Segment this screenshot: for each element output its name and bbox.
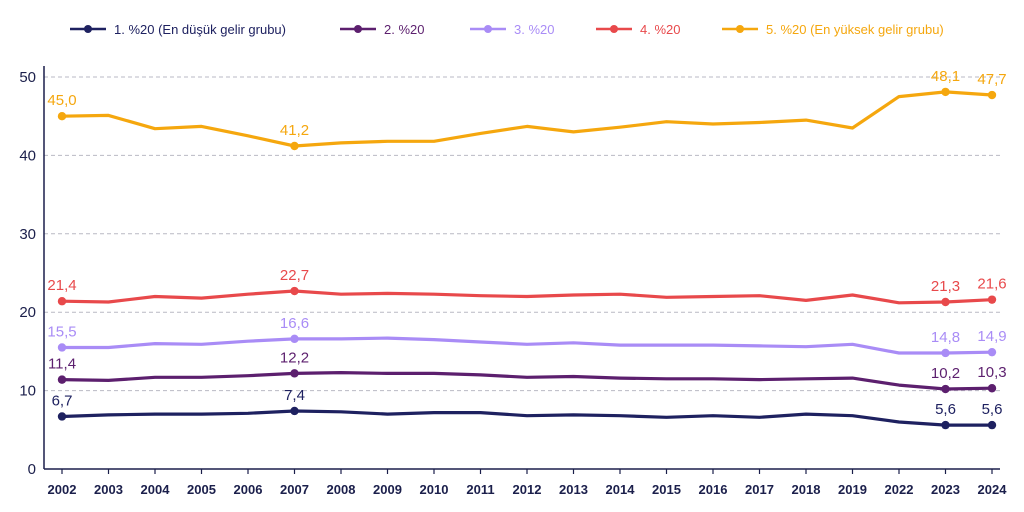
- x-tick-label: 2012: [513, 482, 542, 497]
- series-line-3: [60, 336, 994, 355]
- data-label: 11,4: [48, 356, 76, 373]
- y-tick-label: 40: [19, 147, 36, 164]
- legend-label: 1. %20 (En düşük gelir grubu): [114, 22, 286, 37]
- data-label: 16,6: [280, 315, 309, 332]
- x-tick-label: 2005: [187, 482, 216, 497]
- series-1-point: [290, 406, 299, 416]
- series-5-point: [987, 90, 997, 100]
- x-tick-label: 2002: [48, 482, 77, 497]
- data-label: 5,6: [935, 401, 956, 418]
- data-label: 45,0: [47, 92, 76, 109]
- legend-label: 2. %20: [384, 22, 424, 37]
- series-line-5: [60, 90, 994, 148]
- series-line-4: [60, 289, 994, 305]
- data-label: 21,3: [931, 278, 960, 295]
- data-labels: 6,7 7,4 5,6 5,6 11,4 12,2 10,2 10,3 15,5 16,6 14,8…: [47, 68, 1006, 418]
- x-tick-label: 2024: [978, 482, 1008, 497]
- series-2-point: [987, 384, 997, 393]
- x-tick-label: 2022: [885, 482, 914, 497]
- series-1-point: [987, 420, 997, 430]
- data-label: 10,2: [931, 365, 960, 382]
- x-tick-label: 2019: [838, 482, 867, 497]
- x-tick-label: 2016: [699, 482, 728, 497]
- legend-swatch-marker: [610, 25, 618, 33]
- data-label: 7,4: [284, 387, 305, 404]
- legend-item-1: 1. %20 (En düşük gelir grubu): [70, 22, 286, 37]
- data-label: 21,6: [977, 276, 1006, 293]
- data-label: 21,4: [47, 277, 76, 294]
- series-line-1: [60, 409, 994, 427]
- legend-label: 4. %20: [640, 22, 680, 37]
- legend-item-2: 2. %20: [340, 22, 424, 37]
- grid-lines: [44, 76, 1000, 392]
- data-label: 5,6: [982, 401, 1003, 418]
- data-label: 14,9: [977, 328, 1006, 345]
- series-1-point: [941, 420, 950, 430]
- series-5-point: [57, 112, 67, 121]
- data-label: 12,2: [280, 349, 309, 366]
- series-3-point: [987, 347, 997, 357]
- series-lines: [57, 87, 997, 430]
- series-4-point: [987, 295, 997, 304]
- x-tick-label: 2013: [559, 482, 588, 497]
- series-3-point: [57, 343, 67, 352]
- legend-swatch-marker: [84, 25, 92, 33]
- series-3-point: [290, 334, 299, 344]
- series-4-point: [290, 286, 299, 296]
- x-tick-label: 2008: [327, 482, 356, 497]
- y-tick-label: 10: [19, 383, 36, 400]
- data-label: 15,5: [47, 323, 76, 340]
- x-tick-label: 2014: [606, 482, 636, 497]
- series-5-point: [941, 87, 950, 97]
- y-tick-label: 50: [19, 69, 36, 86]
- data-label: 48,1: [931, 68, 960, 85]
- x-tick-label: 2023: [931, 482, 960, 497]
- series-2-point: [290, 369, 299, 378]
- data-label: 47,7: [977, 71, 1006, 88]
- series-2-point: [941, 384, 950, 394]
- series-line-2: [60, 371, 994, 391]
- legend-item-4: 4. %20: [596, 22, 680, 37]
- series-4-point: [941, 297, 950, 307]
- series-4-point: [57, 297, 67, 306]
- x-tick-label: 2009: [373, 482, 402, 497]
- y-tick-label: 0: [28, 461, 36, 478]
- y-tick-label: 30: [19, 226, 36, 243]
- series-1-point: [57, 412, 67, 421]
- x-tick-label: 2007: [280, 482, 309, 497]
- series-3-point: [941, 348, 950, 358]
- legend-swatch-marker: [484, 25, 492, 33]
- legend-swatch-marker: [354, 25, 362, 33]
- data-label: 22,7: [280, 267, 309, 284]
- x-tick-label: 2004: [141, 482, 171, 497]
- legend-label: 3. %20: [514, 22, 554, 37]
- x-tick-label: 2006: [234, 482, 263, 497]
- x-tick-label: 2015: [652, 482, 681, 497]
- axes: 0 10 20 30 40 50 2002 2003 2004 2005 2006 2007 2008 2…: [19, 66, 1007, 497]
- legend: 1. %20 (En düşük gelir grubu) 2. %20 3. %2…: [70, 22, 944, 37]
- legend-item-3: 3. %20: [470, 22, 554, 37]
- data-label: 6,7: [52, 392, 73, 409]
- x-tick-label: 2017: [745, 482, 774, 497]
- y-tick-label: 20: [19, 304, 36, 321]
- legend-swatch-marker: [736, 25, 744, 33]
- x-tick-label: 2003: [94, 482, 123, 497]
- x-tick-label: 2018: [792, 482, 821, 497]
- data-label: 14,8: [931, 329, 960, 346]
- x-tick-label: 2011: [466, 482, 494, 497]
- series-5-point: [290, 141, 299, 151]
- legend-item-5: 5. %20 (En yüksek gelir grubu): [722, 22, 944, 37]
- x-tick-label: 2010: [420, 482, 449, 497]
- data-label: 10,3: [977, 364, 1006, 381]
- series-2-point: [57, 375, 67, 384]
- legend-label: 5. %20 (En yüksek gelir grubu): [766, 22, 944, 37]
- data-label: 41,2: [280, 122, 309, 139]
